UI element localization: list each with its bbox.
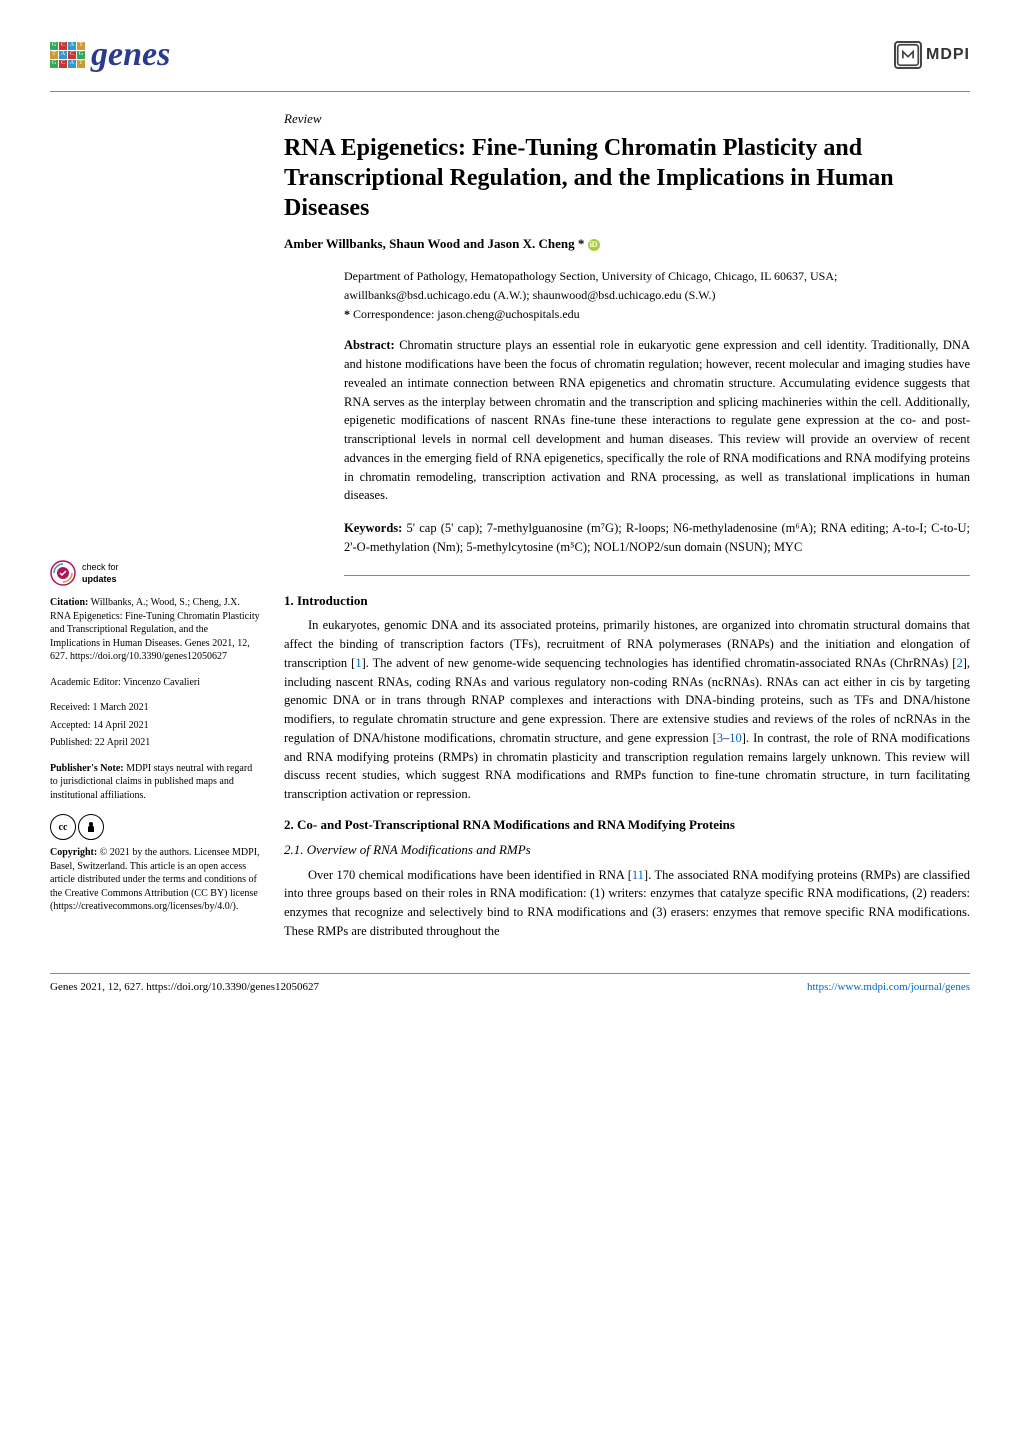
publisher-name: MDPI: [926, 43, 970, 66]
ref-11[interactable]: 11: [632, 868, 644, 882]
dates-block: Received: 1 March 2021 Accepted: 14 Apri…: [50, 701, 260, 750]
keywords: Keywords: 5' cap (5' cap); 7-methylguano…: [344, 519, 970, 557]
header-rule: [50, 91, 970, 92]
check-updates-text: check for updates: [82, 561, 119, 585]
cc-badges: cc: [50, 814, 260, 840]
logo-cell: C: [68, 51, 76, 59]
journal-logo: G C A T T A C G G C A T genes: [50, 30, 170, 79]
logo-cell: C: [59, 60, 67, 68]
editor-label: Academic Editor:: [50, 677, 121, 688]
copyright-block: cc Copyright: © 2021 by the authors. Lic…: [50, 814, 260, 914]
section-2-1-heading: 2.1. Overview of RNA Modifications and R…: [284, 841, 970, 860]
sidebar: check for updates Citation: Willbanks, A…: [50, 110, 260, 952]
page-header: G C A T T A C G G C A T genes MDPI: [50, 30, 970, 79]
editor-name: Vincenzo Cavalieri: [123, 677, 200, 688]
keywords-text: 5' cap (5' cap); 7-methylguanosine (m⁷G)…: [344, 521, 970, 554]
abstract-label: Abstract:: [344, 338, 395, 352]
logo-cell: T: [50, 51, 58, 59]
publisher-note-block: Publisher's Note: MDPI stays neutral wit…: [50, 762, 260, 803]
author-emails: awillbanks@bsd.uchicago.edu (A.W.); shau…: [344, 287, 970, 304]
p2-text-a: Over 170 chemical modifications have bee…: [308, 868, 632, 882]
section-2-1-paragraph: Over 170 chemical modifications have bee…: [284, 866, 970, 941]
correspondence-star: *: [344, 307, 350, 321]
logo-cell: G: [77, 51, 85, 59]
logo-cell: A: [68, 42, 76, 50]
correspondence: Correspondence: jason.cheng@uchospitals.…: [353, 307, 580, 321]
section-rule: [344, 575, 970, 576]
affiliation-block: Department of Pathology, Hematopathology…: [344, 268, 970, 322]
logo-cell: C: [59, 42, 67, 50]
journal-name: genes: [91, 30, 170, 79]
cc-icon: cc: [50, 814, 76, 840]
footer-left: Genes 2021, 12, 627. https://doi.org/10.…: [50, 980, 319, 996]
check-updates-icon: [50, 560, 76, 586]
check-line1: check for: [82, 561, 119, 573]
check-line2: updates: [82, 573, 119, 585]
authors: Amber Willbanks, Shaun Wood and Jason X.…: [284, 235, 970, 254]
ref-10[interactable]: 10: [729, 731, 742, 745]
section-2-heading: 2. Co- and Post-Transcriptional RNA Modi…: [284, 816, 970, 835]
genes-logo-grid: G C A T T A C G G C A T: [50, 42, 85, 68]
keywords-label: Keywords:: [344, 521, 402, 535]
copyright-label: Copyright:: [50, 847, 97, 858]
section-1-paragraph: In eukaryotes, genomic DNA and its assoc…: [284, 616, 970, 804]
citation-label: Citation:: [50, 597, 88, 608]
received-date: Received: 1 March 2021: [50, 701, 260, 715]
logo-cell: T: [77, 60, 85, 68]
editor-block: Academic Editor: Vincenzo Cavalieri: [50, 676, 260, 690]
logo-cell: A: [68, 60, 76, 68]
article-title: RNA Epigenetics: Fine-Tuning Chromatin P…: [284, 133, 970, 223]
logo-cell: A: [59, 51, 67, 59]
accepted-date: Accepted: 14 April 2021: [50, 719, 260, 733]
abstract-text: Chromatin structure plays an essential r…: [344, 338, 970, 502]
logo-cell: G: [50, 42, 58, 50]
mdpi-icon: [894, 41, 922, 69]
by-icon: [78, 814, 104, 840]
citation-block: Citation: Willbanks, A.; Wood, S.; Cheng…: [50, 596, 260, 664]
page-footer: Genes 2021, 12, 627. https://doi.org/10.…: [50, 973, 970, 996]
logo-cell: T: [77, 42, 85, 50]
published-date: Published: 22 April 2021: [50, 736, 260, 750]
article-type: Review: [284, 110, 970, 129]
section-1-heading: 1. Introduction: [284, 592, 970, 611]
abstract: Abstract: Chromatin structure plays an e…: [344, 336, 970, 505]
publisher-logo: MDPI: [894, 41, 970, 69]
check-for-updates[interactable]: check for updates: [50, 560, 260, 586]
affiliation: Department of Pathology, Hematopathology…: [344, 268, 970, 285]
orcid-icon[interactable]: iD: [588, 239, 600, 251]
p1-text-b: ]. The advent of new genome-wide sequenc…: [362, 656, 957, 670]
footer-right-link[interactable]: https://www.mdpi.com/journal/genes: [807, 980, 970, 996]
pubnote-label: Publisher's Note:: [50, 763, 124, 774]
main-content: Review RNA Epigenetics: Fine-Tuning Chro…: [284, 110, 970, 952]
logo-cell: G: [50, 60, 58, 68]
authors-text: Amber Willbanks, Shaun Wood and Jason X.…: [284, 236, 584, 251]
